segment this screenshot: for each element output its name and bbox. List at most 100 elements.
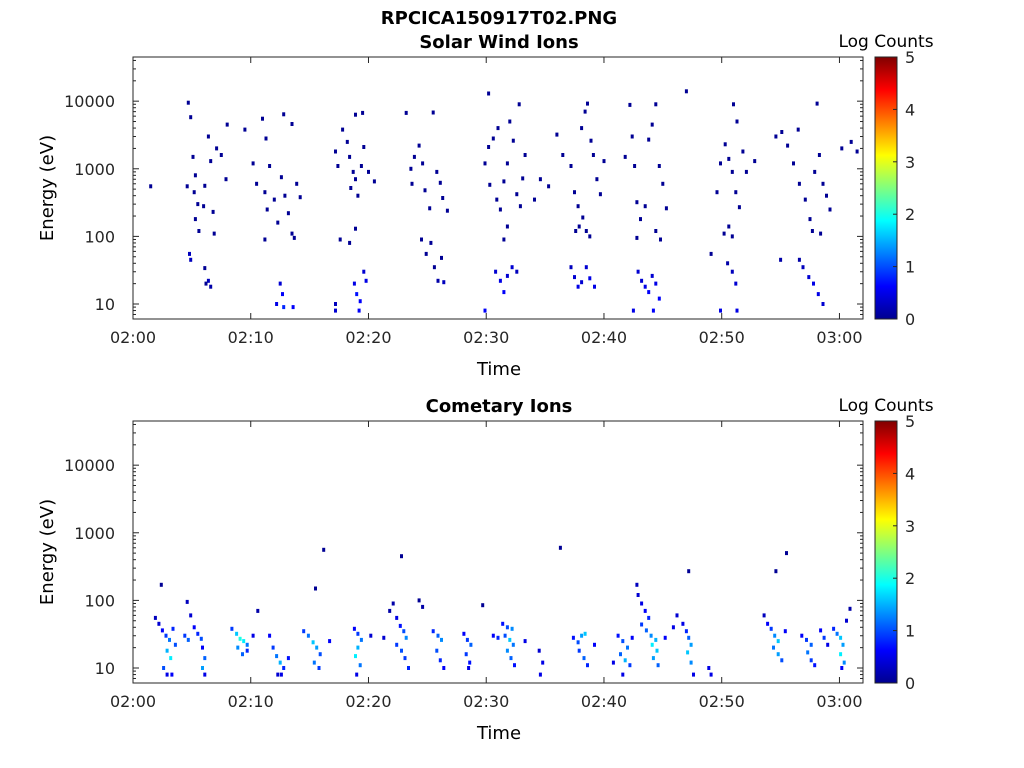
data-cell bbox=[241, 652, 244, 657]
data-cell bbox=[576, 204, 580, 209]
data-cell bbox=[356, 193, 360, 198]
data-cell bbox=[726, 261, 730, 266]
data-cell bbox=[203, 672, 207, 677]
data-cell bbox=[354, 654, 357, 659]
data-cell bbox=[469, 642, 473, 647]
data-cell bbox=[192, 190, 196, 195]
data-cell bbox=[630, 635, 634, 640]
data-cell bbox=[809, 658, 813, 663]
data-cell bbox=[268, 633, 272, 638]
data-cell bbox=[487, 145, 491, 149]
data-cell bbox=[431, 110, 435, 115]
data-cell bbox=[438, 180, 442, 185]
data-cell bbox=[663, 635, 667, 640]
data-cell bbox=[741, 149, 745, 154]
data-cell bbox=[203, 656, 207, 661]
data-cell bbox=[569, 164, 573, 168]
data-cell bbox=[318, 652, 322, 657]
data-cell bbox=[193, 173, 197, 178]
data-cell bbox=[498, 278, 502, 283]
data-cell bbox=[278, 281, 282, 286]
data-cell bbox=[395, 642, 399, 647]
x-tick-label: 02:10 bbox=[228, 328, 274, 347]
x-tick-label: 02:40 bbox=[581, 692, 627, 711]
data-cell bbox=[626, 645, 629, 650]
data-cell bbox=[744, 169, 748, 174]
data-cell bbox=[571, 635, 575, 640]
data-cell bbox=[573, 190, 576, 195]
data-cell bbox=[212, 231, 216, 236]
data-cell bbox=[436, 633, 440, 638]
data-cell bbox=[709, 251, 713, 256]
y-tick-label: 10 bbox=[95, 295, 115, 314]
data-cell bbox=[354, 112, 357, 117]
data-cell bbox=[655, 648, 659, 653]
data-cell bbox=[404, 110, 408, 115]
data-cell bbox=[153, 615, 157, 620]
data-cell bbox=[279, 175, 283, 180]
data-cell bbox=[428, 206, 432, 211]
data-cell bbox=[282, 305, 286, 310]
data-cell bbox=[359, 164, 363, 168]
data-cell bbox=[772, 645, 775, 650]
data-cell bbox=[635, 582, 639, 587]
x-tick-label: 02:20 bbox=[345, 692, 391, 711]
data-cell bbox=[797, 257, 801, 262]
data-cell bbox=[643, 284, 647, 289]
data-cell bbox=[808, 217, 812, 222]
data-cell bbox=[498, 207, 502, 212]
data-cell bbox=[491, 633, 495, 638]
data-cell bbox=[580, 126, 584, 131]
data-cell bbox=[354, 177, 357, 182]
data-cell bbox=[595, 177, 599, 182]
data-cell bbox=[505, 273, 509, 278]
data-cell bbox=[583, 109, 587, 114]
data-cell bbox=[783, 629, 787, 634]
data-cell bbox=[238, 636, 242, 641]
data-cell bbox=[684, 89, 688, 94]
data-cell bbox=[424, 251, 428, 256]
data-cell bbox=[577, 224, 581, 229]
data-cell bbox=[423, 188, 427, 193]
data-cell bbox=[351, 169, 355, 174]
data-cell bbox=[502, 179, 506, 184]
data-cell bbox=[518, 204, 522, 209]
data-cell bbox=[753, 159, 757, 164]
data-cell bbox=[762, 613, 766, 618]
data-cell bbox=[391, 601, 395, 606]
data-cell bbox=[201, 666, 204, 670]
data-cell bbox=[341, 127, 345, 132]
data-cell bbox=[505, 161, 509, 166]
data-cell bbox=[502, 290, 506, 295]
data-cell bbox=[591, 153, 595, 157]
data-cell bbox=[265, 207, 269, 212]
data-cell bbox=[508, 637, 512, 642]
y-tick-label: 10000 bbox=[64, 92, 115, 111]
y-tick-label: 100 bbox=[84, 227, 115, 246]
data-cell bbox=[582, 656, 586, 661]
data-cell bbox=[611, 660, 615, 665]
data-cell bbox=[821, 181, 825, 186]
data-cell bbox=[276, 220, 280, 225]
data-cell bbox=[727, 224, 731, 229]
data-cell bbox=[295, 181, 299, 186]
data-cell bbox=[684, 629, 688, 634]
data-cell bbox=[828, 207, 832, 212]
data-cell bbox=[730, 169, 734, 174]
data-cell bbox=[819, 231, 823, 236]
data-cell bbox=[494, 269, 498, 274]
data-cell bbox=[417, 143, 421, 148]
data-cell bbox=[647, 615, 651, 620]
data-cell bbox=[727, 156, 731, 161]
data-cell bbox=[722, 231, 726, 236]
data-cell bbox=[487, 91, 491, 96]
data-cell bbox=[263, 237, 267, 242]
data-cell bbox=[275, 654, 279, 659]
data-cell bbox=[193, 217, 197, 222]
data-cell bbox=[256, 608, 260, 613]
data-cell bbox=[839, 635, 843, 640]
panel-solar-wind-ions: Solar Wind Ions 02:00 02:10 02:20 02:30 02:4… bbox=[37, 32, 934, 380]
y-ticks: 10 100 1000 10000 bbox=[64, 423, 863, 684]
data-cell bbox=[468, 660, 472, 665]
data-cell bbox=[664, 206, 668, 211]
